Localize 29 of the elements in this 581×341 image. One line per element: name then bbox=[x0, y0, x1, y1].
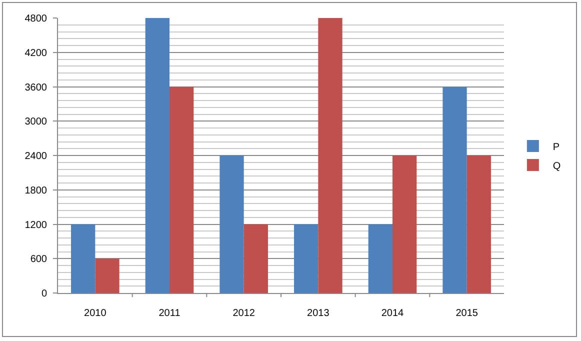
bar bbox=[244, 224, 268, 293]
y-tick-label: 3600 bbox=[24, 82, 48, 94]
bar bbox=[318, 18, 342, 293]
x-tick-label: 2011 bbox=[158, 308, 181, 319]
legend-label: Q bbox=[552, 160, 561, 172]
y-tick-label: 4800 bbox=[24, 14, 48, 24]
bar bbox=[392, 156, 417, 293]
bar bbox=[95, 258, 120, 293]
y-tick-label: 600 bbox=[30, 254, 48, 266]
y-tick-label: 1800 bbox=[24, 185, 48, 196]
y-tick-label: 0 bbox=[41, 288, 48, 300]
x-tick-label: 2013 bbox=[307, 308, 330, 319]
y-tick-label: 4200 bbox=[24, 48, 48, 59]
x-tick-label: 2012 bbox=[232, 308, 256, 319]
y-tick-label: 2400 bbox=[24, 151, 48, 162]
bar bbox=[466, 156, 491, 293]
x-tick-label: 2014 bbox=[381, 308, 404, 319]
bar bbox=[71, 224, 96, 293]
x-tick-label: 2015 bbox=[456, 308, 478, 319]
y-tick-label: 3000 bbox=[24, 116, 48, 128]
bar bbox=[294, 224, 318, 293]
bar bbox=[442, 86, 467, 293]
bar bbox=[145, 18, 170, 293]
x-tick-label: 2010 bbox=[84, 308, 107, 319]
bar bbox=[220, 156, 244, 293]
bar bbox=[170, 86, 194, 293]
legend-label: P bbox=[552, 142, 560, 153]
y-tick-label: 1200 bbox=[24, 220, 48, 231]
bar bbox=[368, 224, 392, 293]
